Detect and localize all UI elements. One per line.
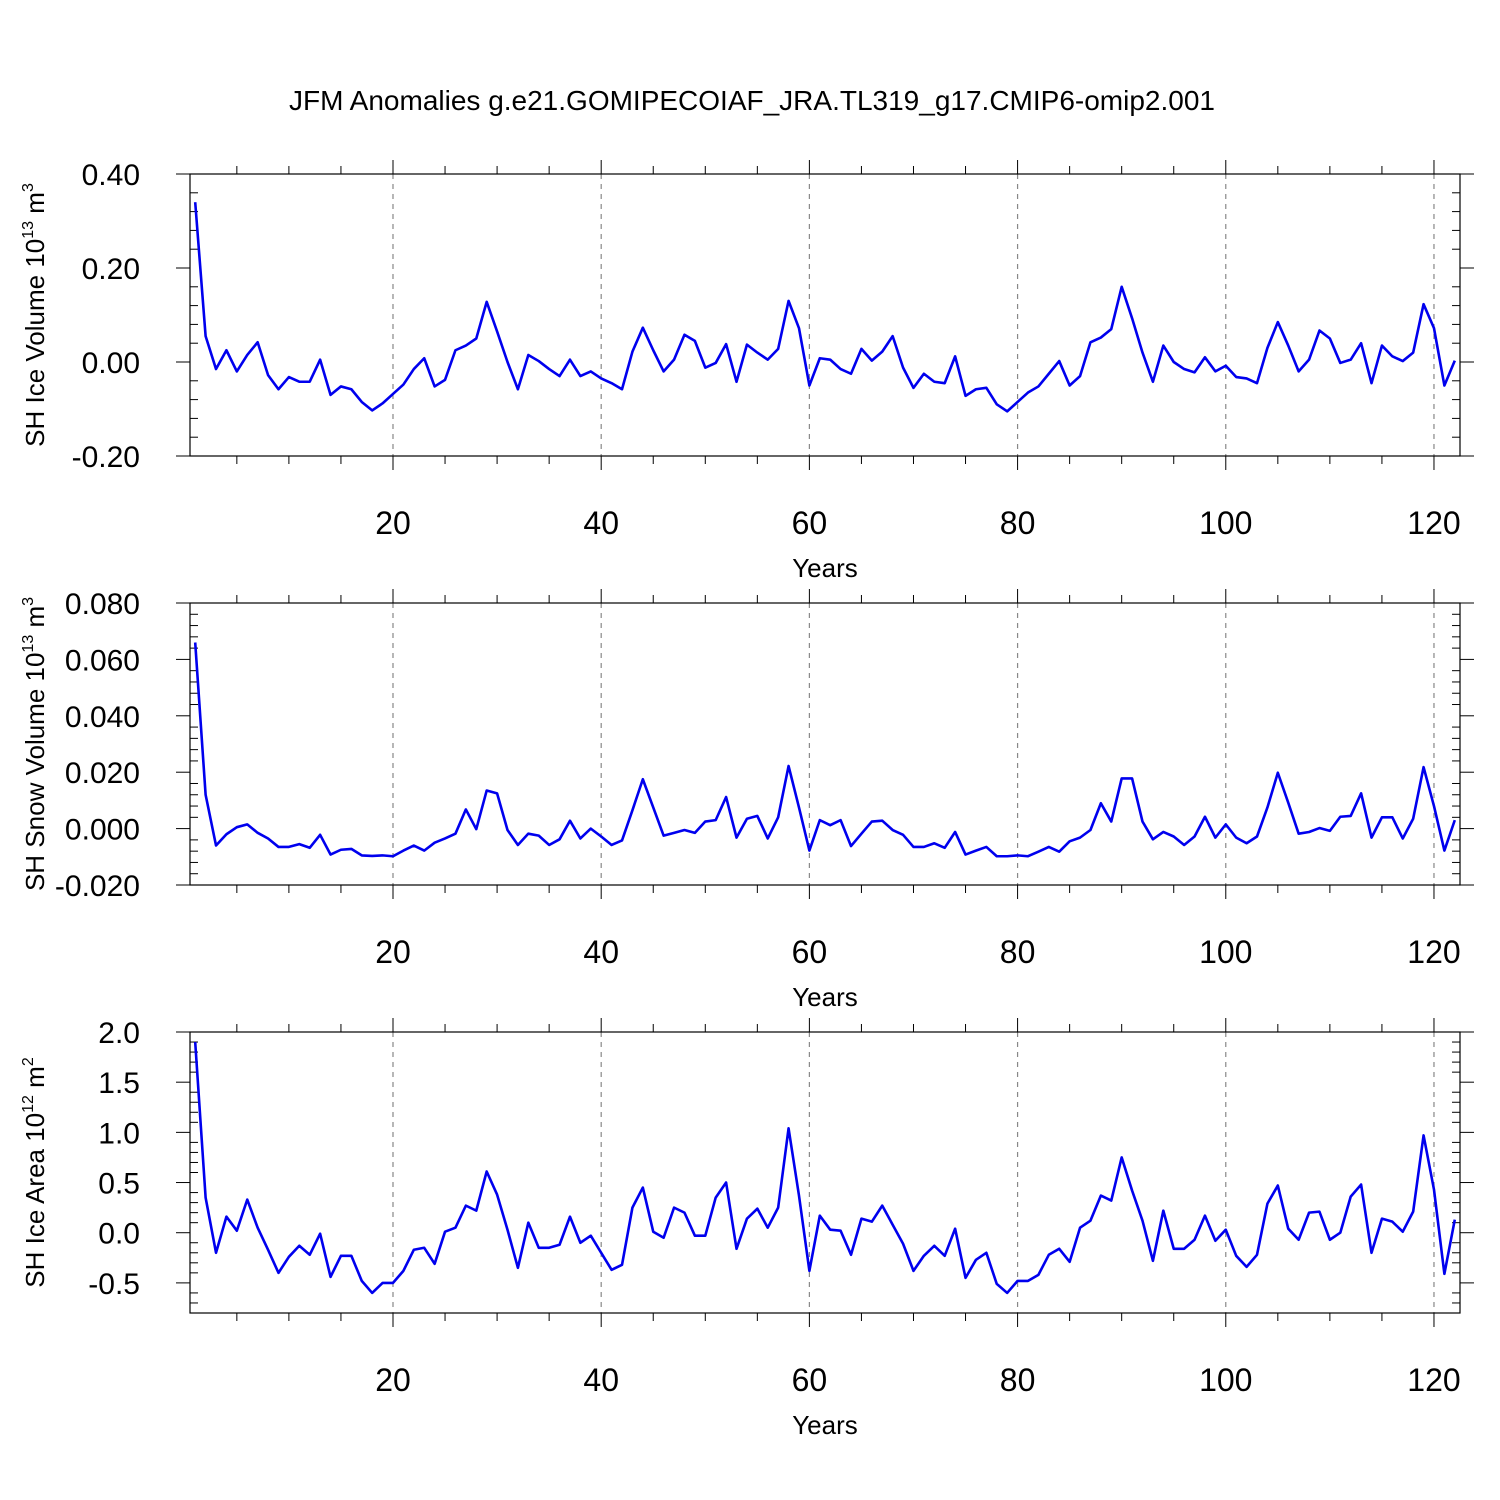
x-tick-label: 40	[583, 1362, 619, 1398]
x-tick-label: 40	[583, 934, 619, 970]
y-axis-label-superscript: 13	[20, 221, 37, 239]
y-tick-label: 0.060	[65, 644, 140, 677]
x-tick-label: 100	[1199, 1362, 1252, 1398]
y-tick-label: 0.20	[82, 253, 140, 286]
y-tick-label: 0.000	[65, 814, 140, 847]
y-axis-label-part: SH Snow Volume 10	[20, 653, 50, 891]
y-tick-label: -0.020	[55, 870, 140, 903]
y-axis-label-superscript: 2	[20, 1057, 37, 1066]
series-line	[193, 202, 1456, 413]
x-tick-label: 120	[1407, 505, 1460, 541]
y-tick-label: 1.5	[98, 1067, 140, 1100]
y-tick-label: 0.040	[65, 701, 140, 734]
y-axis-label: SH Ice Volume 1013 m3	[20, 183, 50, 447]
x-tick-label: 100	[1199, 934, 1252, 970]
x-tick-label: 80	[1000, 505, 1036, 541]
plot-frame	[189, 602, 1461, 886]
y-axis-label: SH Snow Volume 1013 m3	[20, 597, 50, 891]
x-axis-label: Years	[792, 982, 858, 1012]
y-tick-label: 2.0	[98, 1017, 140, 1050]
y-axis-label-superscript: 3	[20, 183, 37, 192]
x-tick-label: 40	[583, 505, 619, 541]
plot-frame	[189, 173, 1461, 457]
x-tick-label: 120	[1407, 1362, 1460, 1398]
y-axis-label-part: SH Ice Volume 10	[20, 239, 50, 447]
x-tick-label: 20	[375, 1362, 411, 1398]
x-tick-label: 80	[1000, 934, 1036, 970]
y-tick-label: -0.5	[88, 1268, 140, 1301]
y-axis-label: SH Ice Area 1012 m2	[20, 1057, 50, 1288]
x-tick-label: 60	[792, 1362, 828, 1398]
y-tick-label: 0.020	[65, 757, 140, 790]
y-axis-label-superscript: 3	[20, 597, 37, 606]
y-axis-label-superscript: 13	[20, 635, 37, 653]
y-tick-label: -0.20	[72, 441, 140, 474]
y-tick-label: 0.080	[65, 588, 140, 621]
series-line	[193, 1041, 1457, 1295]
panel-3: -0.5 0.0 0.5 1.0 1.5 2.0 20 40 60 80 100 120 Years SH…	[20, 1017, 1474, 1440]
x-tick-label: 20	[375, 505, 411, 541]
y-axis-label-part: m	[20, 606, 50, 635]
x-axis-label: Years	[792, 1410, 858, 1440]
chart-title: JFM Anomalies g.e21.GOMIPECOIAF_JRA.TL31…	[289, 85, 1215, 116]
x-axis-label: Years	[792, 553, 858, 583]
y-axis-label-part: SH Ice Area 10	[20, 1113, 50, 1288]
y-tick-label: 0.00	[82, 347, 140, 380]
y-axis-label-part: m	[20, 192, 50, 221]
y-axis-label-superscript: 12	[20, 1095, 37, 1113]
x-tick-label: 20	[375, 934, 411, 970]
y-tick-label: 1.0	[98, 1117, 140, 1150]
x-tick-label: 60	[792, 934, 828, 970]
x-tick-label: 120	[1407, 934, 1460, 970]
series-line	[193, 642, 1457, 858]
y-tick-label: 0.40	[82, 159, 140, 192]
plot-frame	[189, 1031, 1461, 1314]
x-tick-label: 60	[792, 505, 828, 541]
x-tick-label: 80	[1000, 1362, 1036, 1398]
y-tick-label: 0.0	[98, 1218, 140, 1251]
panel-1: -0.20 0.00 0.20 0.40 20 40 60 80 100 120 Years SH I…	[20, 159, 1474, 583]
x-tick-label: 100	[1199, 505, 1252, 541]
panel-2: -0.020 0.000 0.020 0.040 0.060 0.080 20 40 60 80 1…	[20, 588, 1474, 1012]
y-tick-label: 0.5	[98, 1168, 140, 1201]
y-axis-label-part: m	[20, 1066, 50, 1095]
